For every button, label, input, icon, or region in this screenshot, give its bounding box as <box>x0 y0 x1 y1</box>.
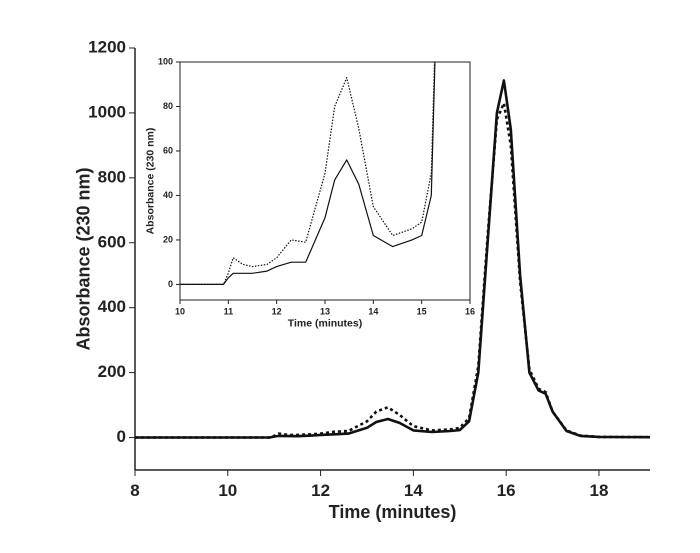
y-tick-label: 40 <box>163 190 173 200</box>
series-line <box>135 79 650 439</box>
x-tick-label: 14 <box>368 306 378 316</box>
y-tick-label: 0 <box>168 279 173 289</box>
series-line <box>135 101 650 439</box>
y-tick-label: 20 <box>163 234 173 244</box>
y-tick-label: 1200 <box>88 37 126 56</box>
y-tick-label: 1000 <box>88 102 126 121</box>
y-tick-label: 0 <box>117 427 126 446</box>
x-tick-label: 12 <box>272 306 282 316</box>
x-tick-label: 16 <box>465 306 475 316</box>
x-axis-title: Time (minutes) <box>329 502 457 522</box>
y-tick-label: 60 <box>163 145 173 155</box>
x-tick-label: 11 <box>224 306 234 316</box>
x-tick-label: 10 <box>218 481 237 500</box>
y-tick-label: 100 <box>158 56 173 66</box>
x-tick-label: 10 <box>175 306 185 316</box>
inset-frame <box>179 61 471 301</box>
y-tick-label: 80 <box>163 101 173 111</box>
x-tick-label: 15 <box>417 306 427 316</box>
x-tick-label: 16 <box>497 481 516 500</box>
x-axis-title: Time (minutes) <box>288 318 362 330</box>
y-axis-title: Absorbance (230 nm) <box>74 167 94 350</box>
y-tick-label: 800 <box>98 167 126 186</box>
series-line <box>180 62 436 285</box>
y-axis-title: Absorbance (230 nm) <box>144 128 156 235</box>
y-tick-label: 200 <box>98 362 126 381</box>
x-tick-label: 8 <box>130 481 139 500</box>
x-tick-label: 13 <box>320 306 330 316</box>
y-tick-label: 600 <box>98 232 126 251</box>
x-tick-label: 18 <box>590 481 609 500</box>
x-tick-label: 12 <box>311 481 330 500</box>
y-tick-label: 400 <box>98 297 126 316</box>
plot-1: 0 20 40 60 80 100 10 11 12 13 14 15 16 Time (minutes)… <box>144 56 475 330</box>
x-tick-label: 14 <box>404 481 423 500</box>
